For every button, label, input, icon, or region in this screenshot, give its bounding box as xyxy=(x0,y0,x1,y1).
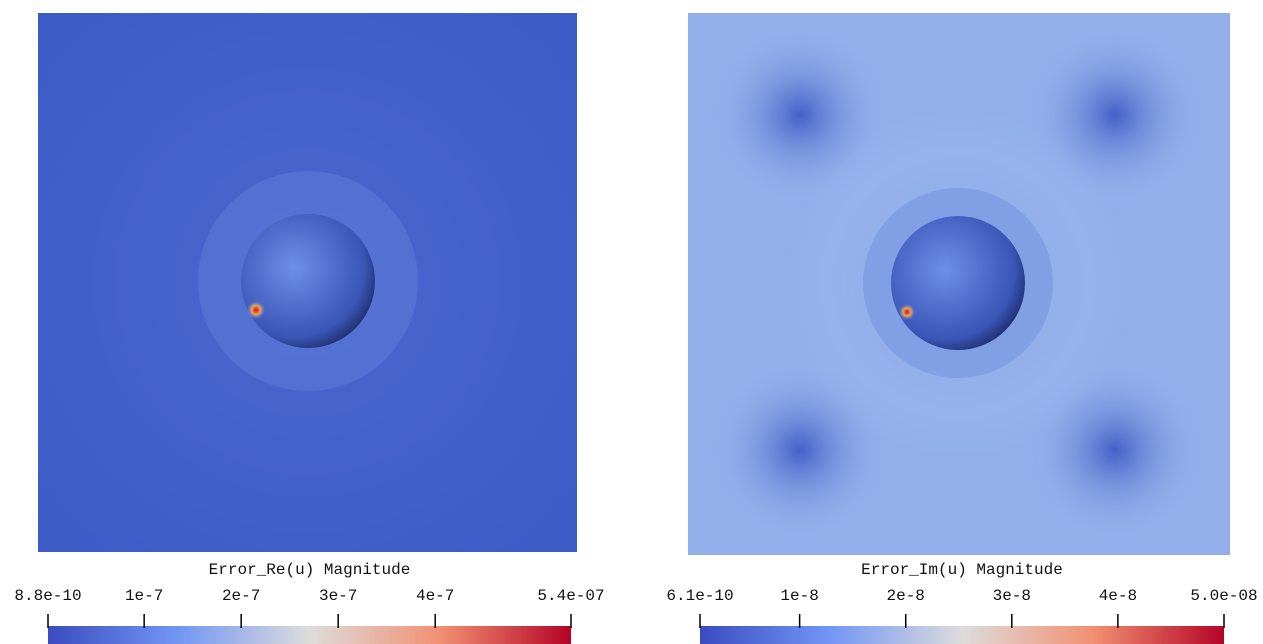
tick-label: 2e-8 xyxy=(887,587,925,605)
tick-label: 1e-8 xyxy=(780,587,818,605)
tick-label: 5.0e-08 xyxy=(1190,587,1257,605)
colorbar xyxy=(700,626,1224,644)
tick-label: 8.8e-10 xyxy=(14,587,81,605)
tick-label: 5.4e-07 xyxy=(537,587,604,605)
tick-label: 3e-8 xyxy=(993,587,1031,605)
tick-label: 6.1e-10 xyxy=(666,587,733,605)
colorbar xyxy=(48,626,571,644)
tick-label: 1e-7 xyxy=(125,587,163,605)
tick-label: 2e-7 xyxy=(222,587,260,605)
left-render xyxy=(38,13,577,552)
colorbar-title: Error_Im(u) Magnitude xyxy=(861,561,1063,579)
tick-label: 4e-8 xyxy=(1099,587,1137,605)
visualization: Error_Re(u) Magnitude 8.8e-10 5.4e-07 1e-7 2… xyxy=(0,0,1263,644)
colorbar-title: Error_Re(u) Magnitude xyxy=(209,561,411,579)
right-render xyxy=(688,13,1230,555)
tick-label: 3e-7 xyxy=(319,587,357,605)
tick-label: 4e-7 xyxy=(416,587,454,605)
